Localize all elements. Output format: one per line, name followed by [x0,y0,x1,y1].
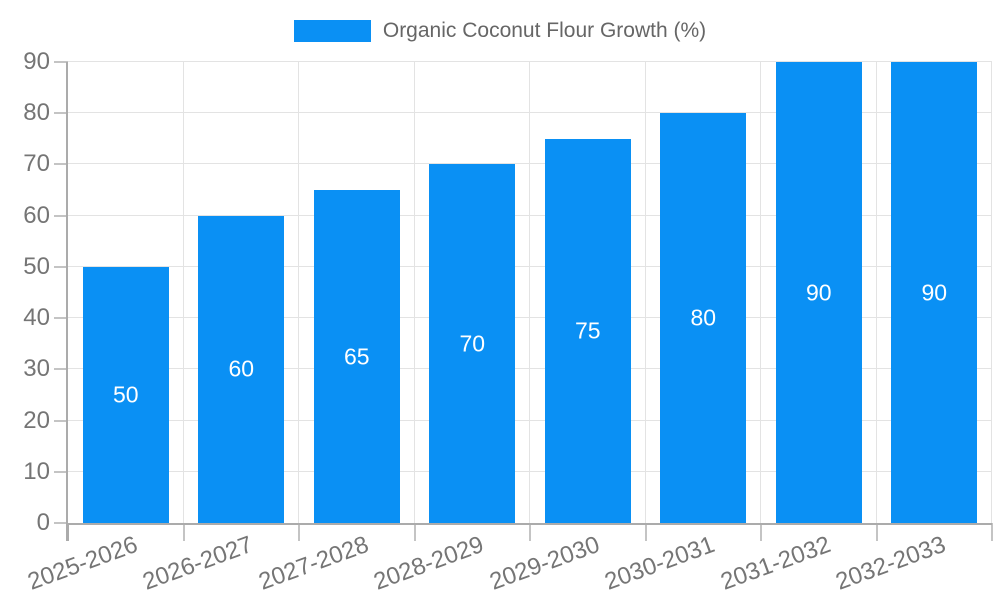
x-axis-tick [760,523,762,541]
gridline-vertical [760,62,761,523]
y-axis-tick [54,112,68,115]
gridline-horizontal [68,214,992,216]
gridline-horizontal [68,112,992,114]
x-axis-tick [413,523,416,541]
bar[interactable] [313,190,400,523]
gridline-horizontal [68,419,992,421]
y-axis-tick [54,214,68,217]
x-axis-tick [644,523,647,541]
bar[interactable] [82,266,169,523]
y-axis-line [66,62,68,541]
x-axis-tick [298,523,300,541]
bar-value-label: 70 [459,330,486,357]
legend: Organic Coconut Flour Growth (%) [0,20,1000,42]
x-axis-tick [875,523,878,541]
gridline-vertical [529,62,530,523]
y-axis-tick [54,470,68,473]
y-axis-label: 70 [23,150,50,178]
gridline-vertical [644,62,646,523]
gridline-horizontal [68,163,992,165]
gridline-vertical [182,62,184,523]
y-axis-label: 10 [23,457,50,485]
y-axis-label: 80 [23,99,50,127]
bar[interactable] [544,138,631,523]
y-axis-label: 40 [23,304,50,332]
x-axis-line [66,523,992,525]
legend-swatch [293,20,371,42]
x-axis-label: 2027-2028 [254,531,372,596]
x-axis-label: 2032-2033 [832,531,950,596]
gridline-horizontal [68,368,992,370]
gridline-vertical [298,62,299,523]
gridline-horizontal [68,317,992,319]
y-axis-tick [54,419,68,422]
legend-item[interactable]: Organic Coconut Flour Growth (%) [293,19,707,42]
y-axis-tick [54,265,68,268]
x-axis-label: 2031-2032 [716,531,834,596]
bar[interactable] [891,62,978,523]
y-axis-label: 20 [23,406,50,434]
y-axis-tick [54,522,68,524]
y-axis-tick [54,317,68,320]
y-axis-label: 50 [23,253,50,281]
y-axis-tick [54,163,68,166]
x-axis-label: 2030-2031 [601,531,719,596]
gridline-vertical [875,62,877,523]
x-axis-tick [67,523,69,541]
x-axis-label: 2026-2027 [139,531,257,596]
x-axis-label: 2029-2030 [485,531,603,596]
x-axis-label: 2028-2029 [370,531,488,596]
bar-value-label: 50 [112,381,139,408]
bar-value-label: 90 [921,279,948,305]
bar-value-label: 65 [343,343,370,370]
bar-value-label: 75 [574,317,601,344]
x-axis-tick [182,523,185,541]
bar[interactable] [429,164,516,523]
bar[interactable] [775,62,862,523]
legend-label: Organic Coconut Flour Growth (%) [382,19,707,42]
bar-value-label: 60 [228,355,255,382]
x-axis-tick [991,523,993,541]
y-axis-label: 60 [23,201,50,229]
bar[interactable] [198,215,285,523]
y-axis-label: 90 [23,48,50,76]
bar[interactable] [660,113,747,523]
y-axis-tick [54,368,68,371]
x-axis-label: 2025-2026 [23,531,141,596]
bar-value-label: 90 [805,279,832,305]
gridline-horizontal [68,61,992,62]
gridline-horizontal [68,265,992,267]
gridline-horizontal [68,470,992,472]
x-axis-tick [529,523,531,541]
y-axis-label: 0 [36,509,50,537]
gridline-vertical [991,62,992,523]
y-axis-tick [54,61,68,63]
gridline-vertical [413,62,415,523]
y-axis-label: 30 [23,355,50,383]
bar-value-label: 80 [690,304,717,331]
